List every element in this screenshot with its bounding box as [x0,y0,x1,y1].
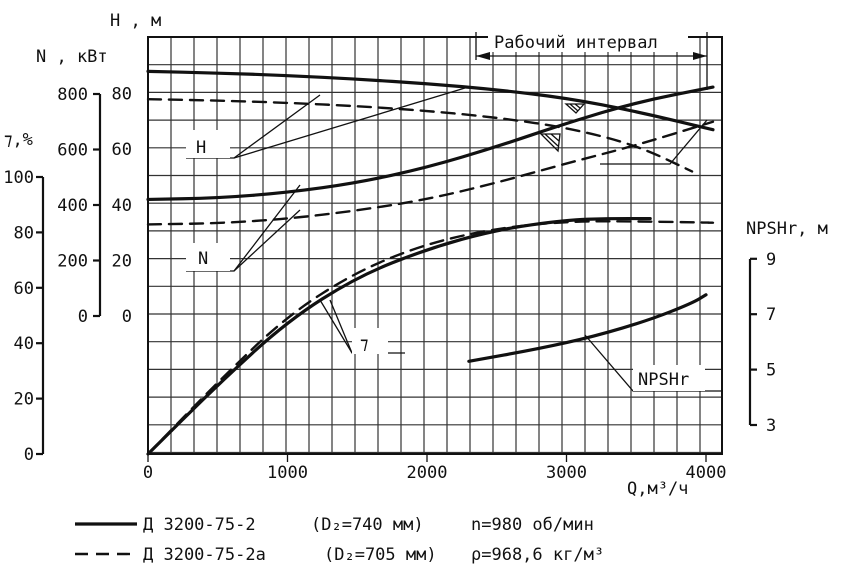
legend-param-1: n=980 об/мин [471,515,594,535]
npsh-axis-title: NPSHr, м [746,219,828,239]
curve-label-n: N [186,243,230,271]
n-axis-title: N , кВт [36,47,108,67]
svg-text:NPSHr: NPSHr [638,370,689,390]
leader-h-right [600,119,708,165]
h-tick-label: 40 [112,196,132,216]
npsh-tick-label: 5 [766,361,776,381]
eta-tick-label: 40 [14,334,34,354]
svg-text:H: H [196,138,206,158]
curve-label-h: H [186,130,230,158]
leader-n-dashed [233,209,301,272]
curve-h-dashed [146,97,694,173]
legend-diameter-2: (D₂=705 мм) [324,545,437,565]
legend-model-2: Д 3200-75-2а [143,545,266,565]
curve-npsh-solid [467,293,708,363]
x-tick-label: 1000 [267,463,308,483]
leader-eta-dashed [329,299,353,354]
x-tick-label: 2000 [407,463,448,483]
npsh-tick-label: 7 [766,305,776,325]
n-tick-label: 0 [78,307,88,327]
eta-tick-label: 80 [14,223,34,243]
leader-h-solid [233,87,466,159]
eta-tick-label: 100 [3,168,34,188]
n-tick-label: 400 [57,196,88,216]
plot-frame [147,36,723,455]
h-tick-label: 60 [112,140,132,160]
svg-text:N: N [198,249,208,269]
npsh-tick-label: 3 [766,416,776,436]
curve-label-npsh: NPSHr [633,365,705,391]
legend-param-2: ρ=968,6 кг/м³ [471,545,604,565]
curve-h-solid [146,69,715,132]
eta-axis-title: ⁊,% [4,130,33,150]
x-tick-label: 3000 [546,463,587,483]
h-tick-label: 20 [112,251,132,271]
x-axis-label: Q,м³/ч [627,479,688,499]
legend-diameter-1: (D₂=740 мм) [311,515,424,535]
n-tick-label: 200 [57,252,88,272]
npsh-tick-label: 9 [766,250,776,270]
intersection-hatch [539,103,586,153]
h-tick-label: 0 [122,307,132,327]
h-axis-title: H , м [110,11,161,31]
curve-eta-solid [146,216,652,456]
h-tick-label: 80 [112,85,132,105]
x-axis-ticks: 0 1000 2000 3000 4000 [143,454,727,483]
curve-n-solid [146,85,715,202]
working-interval-label: Рабочий интервал [494,33,658,53]
x-tick-label: 4000 [686,463,727,483]
curve-label-eta: ⁊ [352,328,388,354]
curve-eta-dashed [146,220,715,456]
eta-tick-label: 0 [24,445,34,465]
legend: Д 3200-75-2 (D₂=740 мм) n=980 об/мин Д 3… [75,515,604,565]
working-interval: Рабочий интервал [475,30,708,90]
n-tick-label: 800 [57,85,88,105]
eta-tick-label: 60 [14,279,34,299]
svg-text:⁊: ⁊ [360,334,368,354]
x-tick-label: 0 [143,463,153,483]
curve-n-dashed [146,120,715,226]
n-tick-label: 600 [57,141,88,161]
eta-tick-label: 20 [14,390,34,410]
curves-layer [146,69,715,456]
curve-leaders [186,87,722,392]
legend-model-1: Д 3200-75-2 [143,515,256,535]
